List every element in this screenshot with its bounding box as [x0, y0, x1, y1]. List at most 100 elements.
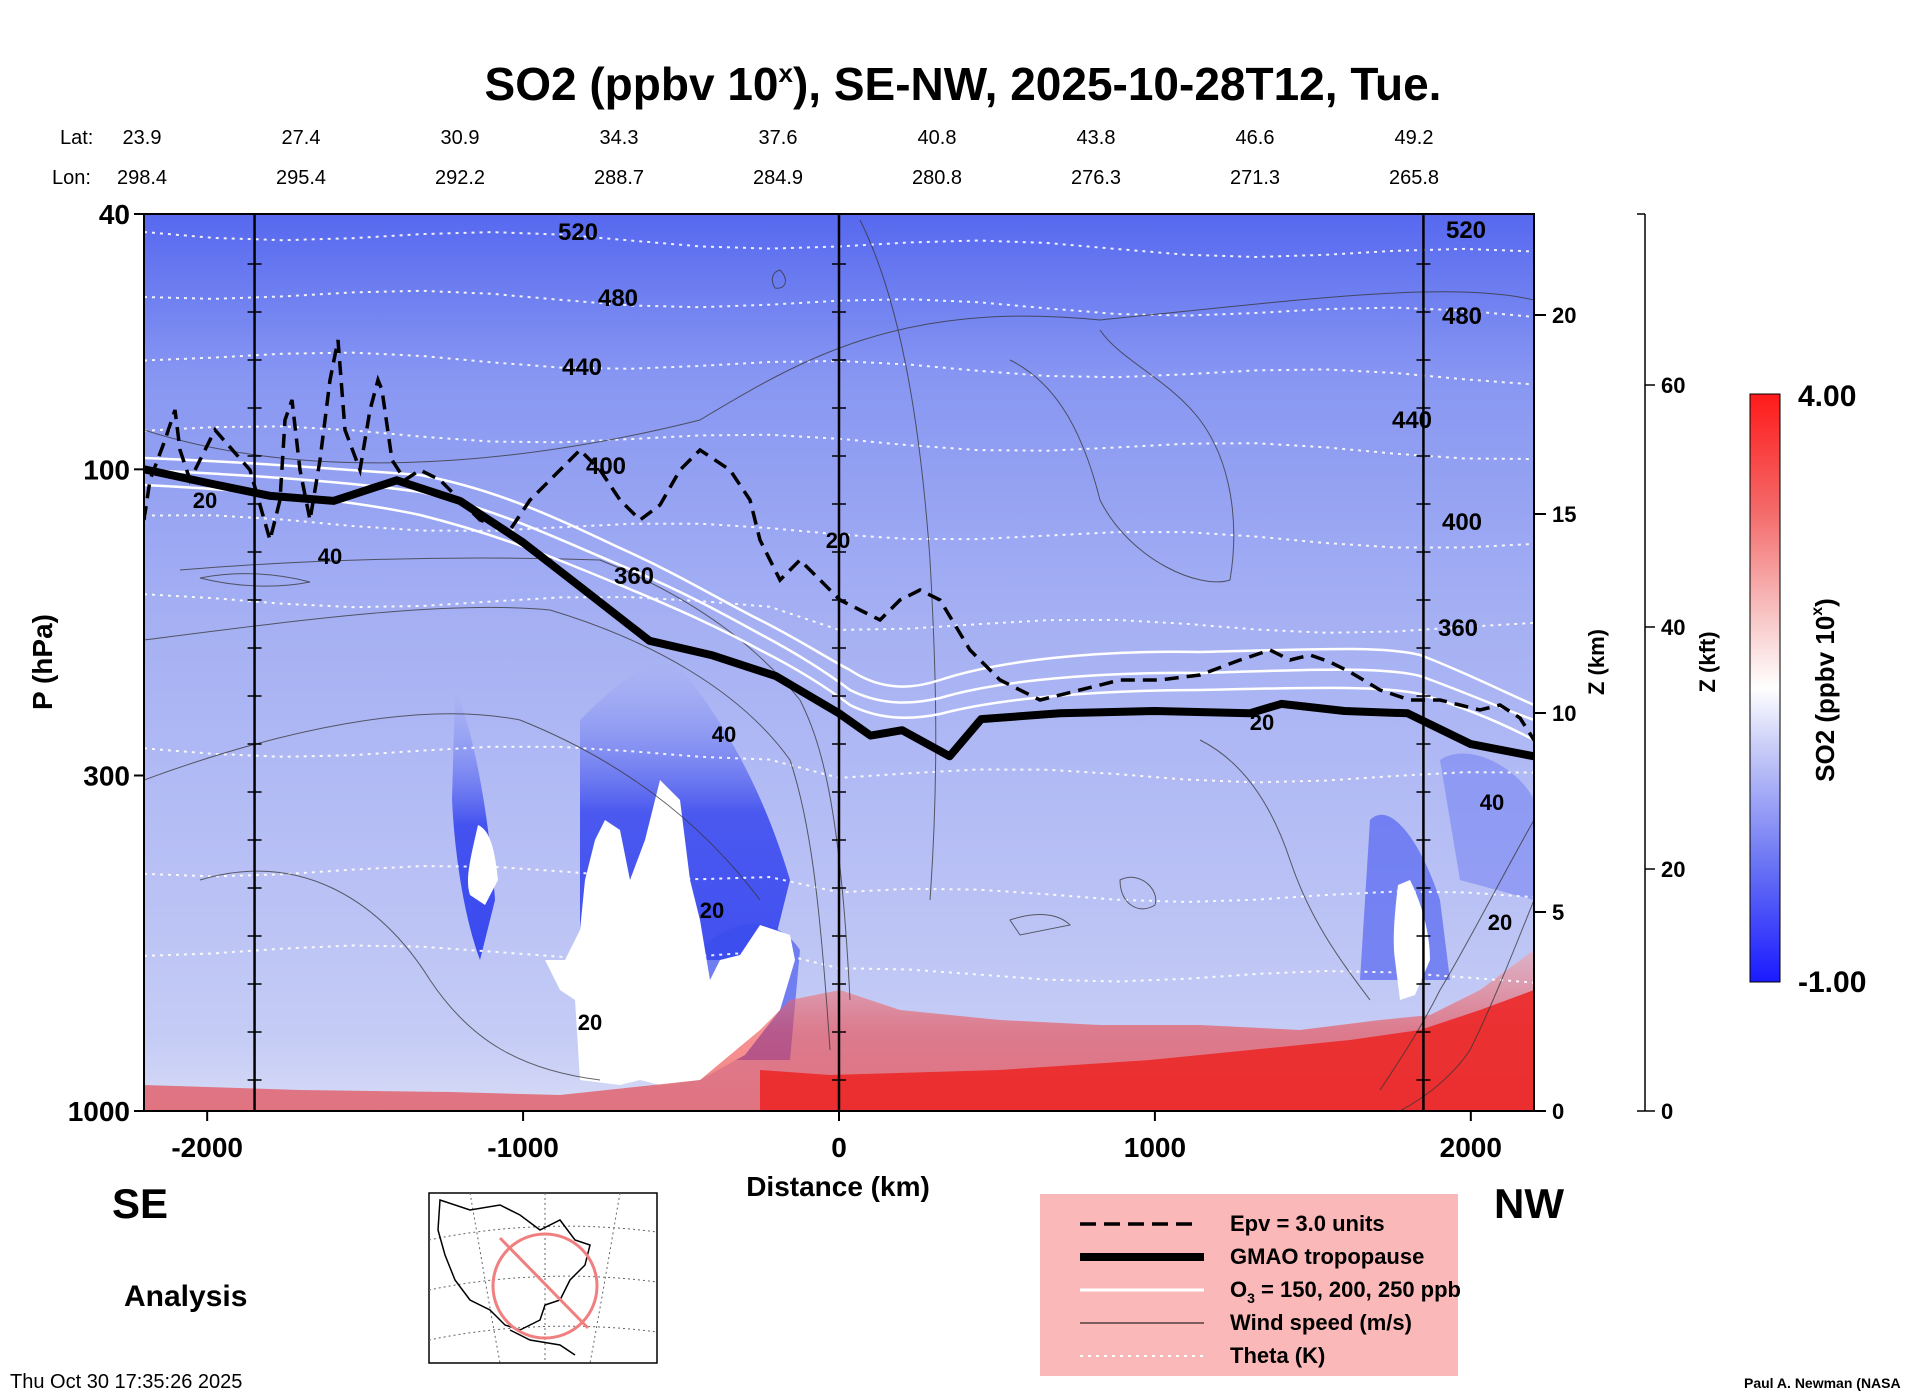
graticule-line: [469, 1192, 501, 1364]
lon-value: 295.4: [276, 167, 326, 189]
wind-speed-label: 20: [193, 488, 217, 513]
x-axis-title: Distance (km): [746, 1171, 930, 1202]
chart-title: SO2 (ppbv 10x), SE-NW, 2025-10-28T12, Tu…: [485, 58, 1442, 110]
lon-value: 292.2: [435, 167, 485, 189]
inset-map-graticule: [428, 1192, 658, 1364]
epv-contour: [144, 339, 1534, 741]
graticule-line: [428, 1325, 658, 1341]
z-kft-tick-label: 40: [1661, 615, 1685, 640]
lon-value: 271.3: [1230, 167, 1280, 189]
lat-value: 37.6: [759, 127, 798, 149]
wind-contour: [199, 573, 311, 587]
lat-row-label: Lat:: [60, 127, 93, 149]
lon-value: 276.3: [1071, 167, 1121, 189]
analysis-label: Analysis: [124, 1280, 247, 1313]
timestamp: Thu Oct 30 17:35:26 2025: [10, 1371, 242, 1393]
wind-contour: [1009, 329, 1235, 583]
white-pocket-1: [467, 825, 498, 905]
x-tick-label: 1000: [1124, 1132, 1186, 1163]
theta-label: 520: [558, 219, 598, 246]
graticule-line: [428, 1225, 658, 1241]
z-kft-tick-label: 20: [1661, 857, 1685, 882]
theta-label: 360: [614, 563, 654, 590]
lat-value: 27.4: [282, 127, 321, 149]
legend-o3-label: O3 = 150, 200, 250 ppb: [1230, 1277, 1461, 1306]
colorbar: [1749, 393, 1781, 983]
wind-speed-label: 40: [1480, 790, 1504, 815]
reference-vertical-lines: [247, 214, 1431, 1111]
theta-label: 400: [586, 453, 626, 480]
wind-contour: [144, 713, 761, 901]
gmao-tropopause-line: [144, 465, 1534, 761]
colorbar-max-label: 4.00: [1798, 380, 1856, 413]
graticule-line: [428, 1275, 658, 1291]
z-km-axis-title: Z (km): [1584, 629, 1609, 695]
z-kft-tick-label: 0: [1661, 1099, 1673, 1124]
se-end-label: SE: [112, 1180, 168, 1227]
lat-value: 43.8: [1077, 127, 1116, 149]
wind-speed-label: 20: [1488, 910, 1512, 935]
z-km-tick-label: 15: [1552, 502, 1576, 527]
lon-row-label: Lon:: [52, 167, 91, 189]
white-pocket-3: [1393, 880, 1430, 1000]
wind-speed-label: 20: [578, 1010, 602, 1035]
x-tick-label: -2000: [171, 1132, 243, 1163]
theta-label: 440: [1392, 407, 1432, 434]
wind-contour: [1379, 819, 1534, 1091]
theta-contour: [144, 425, 1534, 460]
z-km-tick-label: 10: [1552, 701, 1576, 726]
wind-speed-label: 20: [700, 898, 724, 923]
inset-map: [428, 1192, 658, 1364]
wind-contour: [144, 291, 1534, 464]
z-km-axis: 0 5 10 15 20: [1534, 303, 1576, 1124]
theta-label: 520: [1446, 217, 1486, 244]
wind-contours: [144, 219, 1534, 1111]
credit: Paul A. Newman (NASA: [1744, 1375, 1901, 1391]
wind-contour: [859, 219, 937, 901]
lat-value: 34.3: [600, 127, 639, 149]
legend: Epv = 3.0 units GMAO tropopause O3 = 150…: [1040, 1194, 1461, 1376]
y-tick-label: 300: [83, 760, 130, 791]
wind-contour: [199, 870, 601, 1081]
z-kft-axis-title: Z (kft): [1695, 631, 1720, 692]
x-tick-label: 2000: [1440, 1132, 1502, 1163]
wind-contour: [771, 269, 786, 289]
theta-contour: [144, 593, 1534, 634]
z-kft-tick-label: 60: [1661, 373, 1685, 398]
contour-labels: 520 520 480 480 440 440 400 400 360 360 20 40 20 40 20…: [193, 217, 1512, 1035]
lat-lon-labels: 23.9 27.4 30.9 34.3 37.6 40.8 43.8 46.6 49.2 298.…: [117, 127, 1439, 189]
y-tick-label: 100: [83, 454, 130, 485]
wind-speed-label: 40: [318, 544, 342, 569]
legend-epv-label: Epv = 3.0 units: [1230, 1211, 1385, 1236]
wind-contour: [144, 606, 831, 1051]
o3-contour: [144, 483, 1534, 742]
wind-speed-label: 40: [712, 722, 736, 747]
theta-label: 400: [1442, 509, 1482, 536]
colorbar-title: SO2 (ppbv 10x): [1809, 598, 1840, 782]
x-axis: -2000 -1000 0 1000 2000: [171, 1111, 1502, 1163]
lon-value: 298.4: [117, 167, 167, 189]
theta-contour: [144, 351, 1534, 386]
lat-value: 40.8: [918, 127, 957, 149]
x-tick-label: -1000: [487, 1132, 559, 1163]
wind-speed-label: 20: [1250, 710, 1274, 735]
lat-value: 23.9: [123, 127, 162, 149]
wind-contour: [1199, 739, 1371, 1001]
y-axis: 40 100 300 1000: [68, 199, 144, 1127]
z-km-tick-label: 5: [1552, 900, 1564, 925]
lat-value: 49.2: [1395, 127, 1434, 149]
y-tick-label: 40: [99, 199, 130, 230]
legend-wind-label: Wind speed (m/s): [1230, 1310, 1412, 1335]
red-surface-core: [760, 990, 1534, 1111]
lon-value: 265.8: [1389, 167, 1439, 189]
theta-label: 440: [562, 354, 602, 381]
legend-tropopause-label: GMAO tropopause: [1230, 1244, 1424, 1269]
wind-contour: [1119, 876, 1157, 910]
o3-contour: [144, 456, 1534, 707]
inset-map-section-line: [498, 1236, 590, 1330]
lon-value: 284.9: [753, 167, 803, 189]
wind-contour: [179, 557, 851, 1001]
lat-value: 30.9: [441, 127, 480, 149]
theta-label: 480: [1442, 303, 1482, 330]
